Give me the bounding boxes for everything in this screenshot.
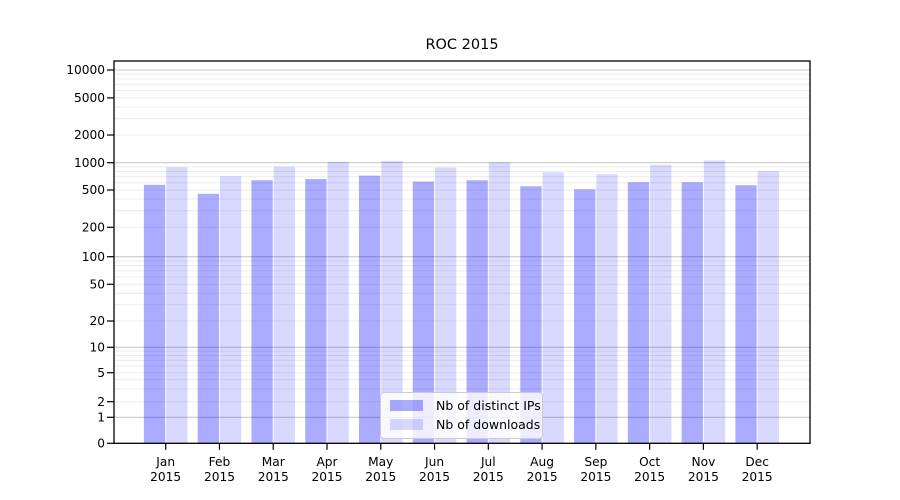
y-tick-label: 200 — [82, 221, 105, 235]
bar-distinct-ips-mar — [251, 180, 273, 444]
y-tick-label: 1 — [97, 411, 105, 425]
x-tick-label-year: 2015 — [204, 470, 235, 484]
x-tick-label-year: 2015 — [150, 470, 181, 484]
bar-downloads-jun — [435, 167, 457, 444]
bar-distinct-ips-jun — [412, 181, 435, 444]
bar-downloads-jan — [166, 167, 188, 444]
bar-distinct-ips-feb — [197, 193, 219, 444]
legend-item-downloads: Nb of downloads — [390, 417, 540, 432]
y-tick-label: 0 — [97, 437, 105, 451]
bar-distinct-ips-dec — [735, 185, 757, 444]
x-tick-label-month: Jul — [480, 455, 496, 469]
y-tick-label: 10 — [89, 341, 105, 355]
y-tick-label: 100 — [82, 250, 105, 264]
legend-item-distinct-ips: Nb of distinct IPs — [390, 398, 541, 413]
bar-distinct-ips-may — [358, 175, 381, 444]
x-tick-label-month: Jun — [424, 455, 444, 469]
x-tick-label-month: Apr — [316, 455, 338, 469]
x-tick-label-year: 2015 — [419, 470, 450, 484]
y-tick-label: 500 — [82, 183, 105, 197]
bar-downloads-nov — [703, 160, 726, 444]
x-tick-label-year: 2015 — [473, 470, 504, 484]
x-tick-label-month: Jan — [155, 455, 175, 469]
x-tick-label-year: 2015 — [634, 470, 665, 484]
x-tick-label-year: 2015 — [527, 470, 558, 484]
bar-downloads-may — [381, 160, 403, 444]
y-tick-label: 2 — [97, 395, 105, 409]
x-tick-label-month: May — [368, 455, 393, 469]
y-tick-label: 1000 — [74, 156, 105, 170]
bar-downloads-apr — [327, 161, 349, 444]
x-tick-label-month: Oct — [639, 455, 660, 469]
y-tick-label: 20 — [89, 314, 105, 328]
chart-title: ROC 2015 — [425, 37, 499, 53]
bar-distinct-ips-jul — [466, 180, 488, 444]
bar-distinct-ips-jan — [143, 184, 166, 444]
y-tick-label: 5000 — [74, 91, 105, 105]
y-tick-label: 5 — [97, 366, 105, 380]
x-tick-label-year: 2015 — [311, 470, 342, 484]
x-tick-label-year: 2015 — [580, 470, 611, 484]
bar-distinct-ips-aug — [520, 186, 542, 444]
plot-frame — [113, 60, 811, 444]
bar-downloads-aug — [542, 172, 564, 444]
bar-distinct-ips-apr — [305, 179, 327, 444]
y-tick-label: 50 — [89, 278, 105, 292]
bar-distinct-ips-nov — [681, 182, 703, 444]
y-tick-label: 10000 — [66, 63, 105, 77]
x-tick-label-month: Mar — [262, 455, 286, 469]
bar-downloads-sep — [596, 174, 618, 444]
legend-label-downloads: Nb of downloads — [436, 417, 541, 432]
bar-distinct-ips-sep — [574, 189, 596, 444]
x-tick-label-year: 2015 — [258, 470, 289, 484]
bar-downloads-feb — [219, 176, 242, 444]
x-tick-label-month: Nov — [692, 455, 716, 469]
x-tick-label-year: 2015 — [688, 470, 719, 484]
x-tick-label-month: Feb — [209, 455, 231, 469]
x-tick-label-year: 2015 — [742, 470, 773, 484]
bar-downloads-mar — [273, 166, 296, 444]
bar-downloads-jul — [488, 162, 511, 444]
legend-swatch-downloads — [390, 419, 423, 430]
x-tick-label-month: Dec — [745, 455, 769, 469]
bar-downloads-dec — [757, 170, 779, 444]
legend-label-distinct-ips: Nb of distinct IPs — [436, 398, 541, 413]
legend: Nb of distinct IPs Nb of downloads — [380, 392, 543, 439]
bar-downloads-oct — [650, 164, 672, 444]
y-tick-label: 2000 — [74, 128, 105, 142]
x-tick-label-year: 2015 — [365, 470, 396, 484]
bar-distinct-ips-oct — [627, 182, 650, 444]
x-tick-label-month: Sep — [584, 455, 607, 469]
x-tick-label-month: Aug — [530, 455, 554, 469]
legend-swatch-distinct-ips — [390, 400, 423, 411]
